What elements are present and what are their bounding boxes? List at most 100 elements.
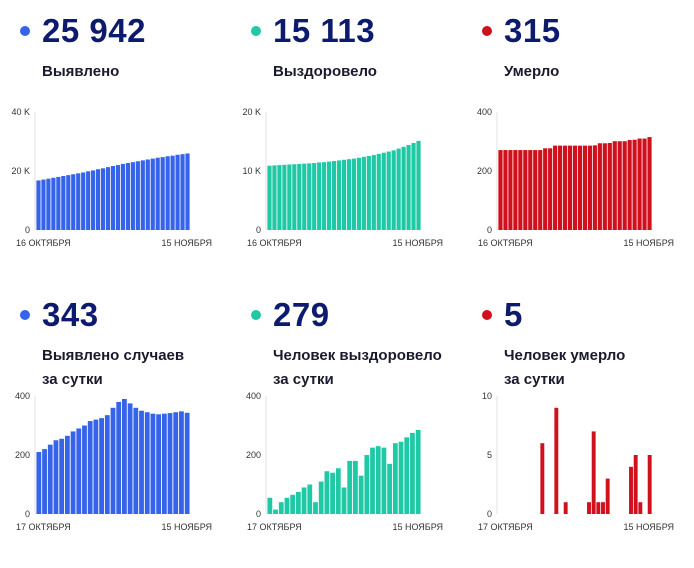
bar (642, 138, 647, 230)
bar (47, 444, 53, 514)
stat-value: 343 (42, 296, 99, 333)
bar (327, 161, 332, 230)
y-tick-label: 20 K (11, 166, 30, 176)
y-tick-label: 5 (487, 450, 492, 460)
x-tick-label-start: 16 ОКТЯБРЯ (247, 238, 302, 248)
stat-label: за сутки (504, 371, 565, 388)
x-tick-label-end: 15 НОЯБРЯ (623, 522, 674, 532)
bar (562, 145, 568, 230)
stat-panel: 25 942 Выявлено 0 20 K 40 K 16 ОКТЯБРЯ 15 НОЯБ… (0, 0, 231, 284)
bar (632, 139, 637, 230)
bar (53, 440, 59, 514)
bar (416, 140, 421, 230)
bar (122, 398, 127, 514)
stat-value: 25 942 (42, 12, 146, 49)
bar (284, 497, 290, 514)
bar (347, 460, 353, 514)
y-tick-label: 400 (15, 391, 30, 401)
bar (104, 415, 110, 514)
bar (381, 447, 387, 515)
bar (538, 150, 543, 230)
stat-label: Выздоровело (273, 63, 377, 80)
bar (184, 412, 190, 514)
bar (637, 138, 642, 230)
legend-dot (251, 26, 261, 36)
bar (396, 148, 401, 230)
bar (567, 145, 573, 230)
bar (110, 407, 116, 514)
bar (366, 155, 371, 230)
stat-label: Выявлено случаев (42, 347, 185, 364)
y-tick-label: 20 K (242, 107, 261, 117)
bar (330, 472, 335, 514)
y-tick-label: 0 (25, 225, 30, 235)
bar (150, 158, 155, 230)
bar (523, 150, 528, 230)
bar (381, 152, 386, 230)
y-tick-label: 10 K (242, 166, 261, 176)
bar (133, 407, 139, 514)
stat-label: Выявлено (42, 63, 120, 80)
bar (553, 145, 558, 230)
stat-value: 5 (504, 296, 523, 333)
bar (401, 146, 406, 230)
bar (582, 145, 588, 230)
y-tick-label: 0 (25, 509, 30, 519)
bar (150, 413, 156, 514)
stat-label: за сутки (273, 371, 334, 388)
bar (120, 163, 126, 230)
bar-chart: 0 5 10 17 ОКТЯБРЯ 15 НОЯБРЯ (478, 391, 674, 532)
bar (317, 162, 322, 230)
bar (358, 475, 364, 514)
bar (398, 441, 404, 514)
y-tick-label: 40 K (11, 107, 30, 117)
bar (76, 428, 82, 514)
x-tick-label-start: 16 ОКТЯБРЯ (16, 238, 71, 248)
legend-dot (251, 310, 261, 320)
bar (76, 173, 81, 230)
bar (341, 487, 347, 514)
bar (318, 481, 324, 514)
bar (82, 425, 87, 514)
bar (292, 164, 297, 230)
bar (144, 412, 150, 514)
bar (627, 140, 632, 230)
bar-chart: 0 200 400 17 ОКТЯБРЯ 15 НОЯБРЯ (246, 391, 443, 532)
x-tick-label-start: 17 ОКТЯБРЯ (478, 522, 533, 532)
bar (155, 157, 160, 230)
bar (115, 165, 121, 230)
bar (64, 435, 70, 514)
bar (406, 145, 411, 230)
bar (376, 153, 381, 230)
bar (386, 151, 391, 230)
bar (533, 150, 538, 230)
bar (647, 455, 652, 514)
legend-dot (20, 310, 30, 320)
bar (307, 484, 313, 514)
x-tick-label-end: 15 НОЯБРЯ (623, 238, 674, 248)
bar (145, 159, 150, 230)
bar (361, 156, 366, 230)
bar (335, 468, 341, 514)
bar (267, 497, 273, 514)
stat-label: за сутки (42, 371, 103, 388)
legend-dot (20, 26, 30, 36)
bar-chart: 0 200 400 17 ОКТЯБРЯ 15 НОЯБРЯ (15, 391, 212, 532)
x-tick-label-end: 15 НОЯБРЯ (161, 522, 212, 532)
bar (548, 148, 553, 230)
bar (391, 150, 396, 230)
bar (503, 150, 508, 230)
bar (528, 150, 533, 230)
bar (356, 157, 361, 230)
bar (336, 160, 342, 230)
bar (498, 150, 503, 230)
bar (140, 160, 145, 230)
bar (42, 449, 47, 514)
bar (185, 153, 190, 230)
bar (161, 413, 167, 514)
bar (167, 413, 173, 514)
bar (341, 159, 347, 230)
bar (587, 145, 592, 230)
bar (130, 162, 135, 230)
stat-value: 279 (273, 296, 330, 333)
